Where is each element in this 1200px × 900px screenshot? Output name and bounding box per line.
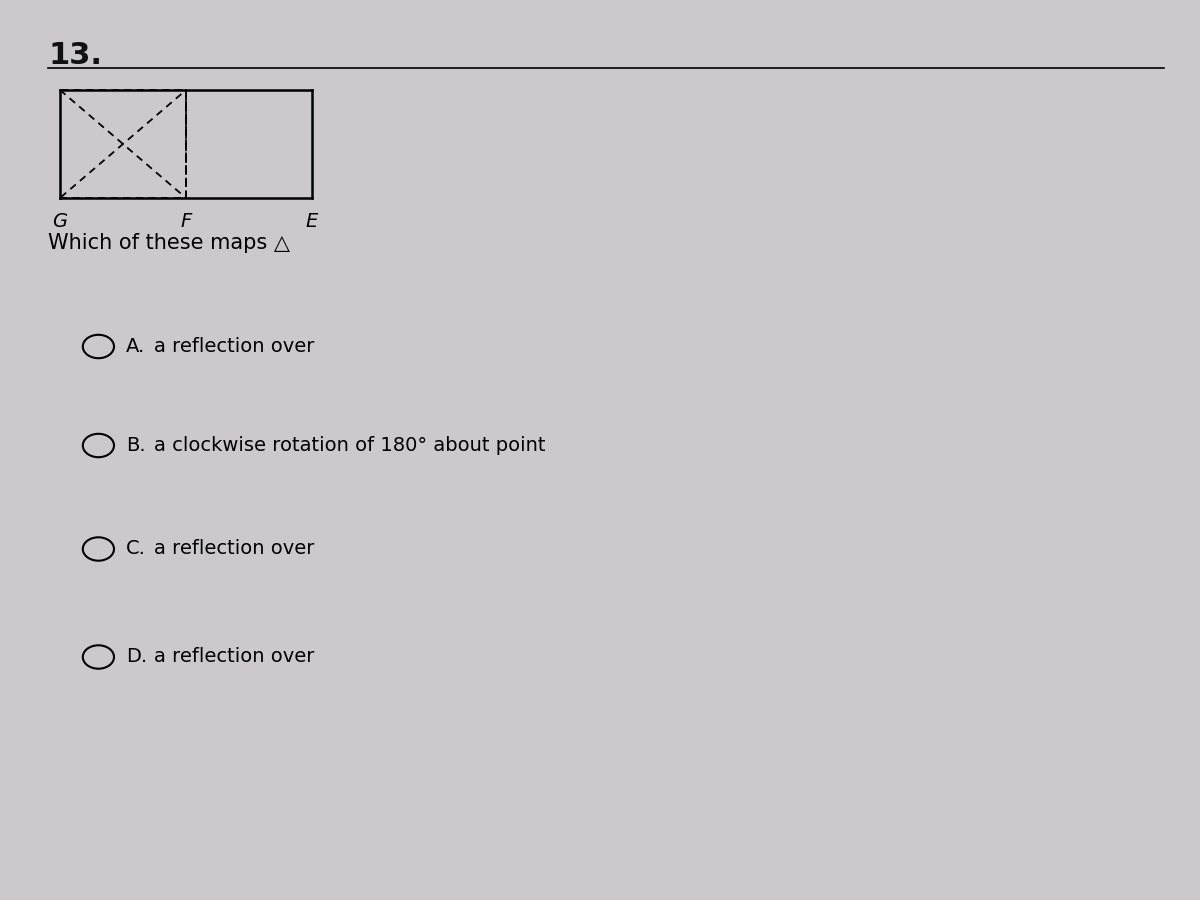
Text: 13.: 13. [48,40,102,69]
Text: a reflection over: a reflection over [154,337,320,356]
Text: a reflection over: a reflection over [154,647,320,667]
Text: E: E [306,212,318,231]
Text: C.: C. [126,539,146,559]
Text: a reflection over: a reflection over [154,539,320,559]
Text: Which of these maps △: Which of these maps △ [48,233,296,253]
Text: a clockwise rotation of 180° about point: a clockwise rotation of 180° about point [154,436,551,455]
Text: A.: A. [126,337,145,356]
Text: B.: B. [126,436,145,455]
Text: D.: D. [126,647,148,667]
Text: G: G [53,212,67,231]
Text: F: F [180,212,192,231]
